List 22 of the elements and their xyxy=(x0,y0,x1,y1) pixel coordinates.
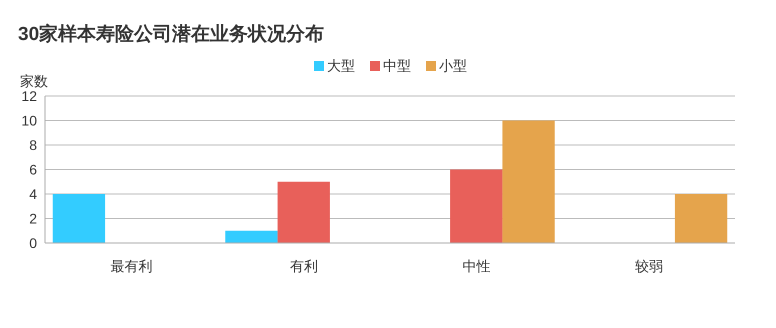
y-tick-label: 0 xyxy=(29,234,38,251)
y-tick-label: 2 xyxy=(29,210,38,226)
legend-label: 中型 xyxy=(383,58,411,74)
legend-label: 小型 xyxy=(439,58,467,74)
x-tick-label: 中性 xyxy=(462,258,490,274)
y-tick-label: 12 xyxy=(21,88,38,104)
y-axis-title: 家数 xyxy=(20,73,48,89)
chart-title: 30家样本寿险公司潜在业务状况分布 xyxy=(18,23,324,45)
y-tick-label: 10 xyxy=(21,112,38,128)
x-tick-label: 最有利 xyxy=(110,258,152,274)
bar xyxy=(225,230,278,243)
y-tick-label: 6 xyxy=(29,161,38,178)
bar xyxy=(450,170,502,243)
bar xyxy=(52,194,106,243)
y-tick-label: 4 xyxy=(29,186,38,202)
x-tick-label: 较弱 xyxy=(634,258,663,274)
x-tick-label: 有利 xyxy=(290,258,318,274)
bar xyxy=(674,194,728,243)
legend-label: 大型 xyxy=(327,58,355,74)
y-tick-label: 8 xyxy=(29,136,38,153)
bar xyxy=(502,120,555,243)
bar xyxy=(278,182,330,243)
